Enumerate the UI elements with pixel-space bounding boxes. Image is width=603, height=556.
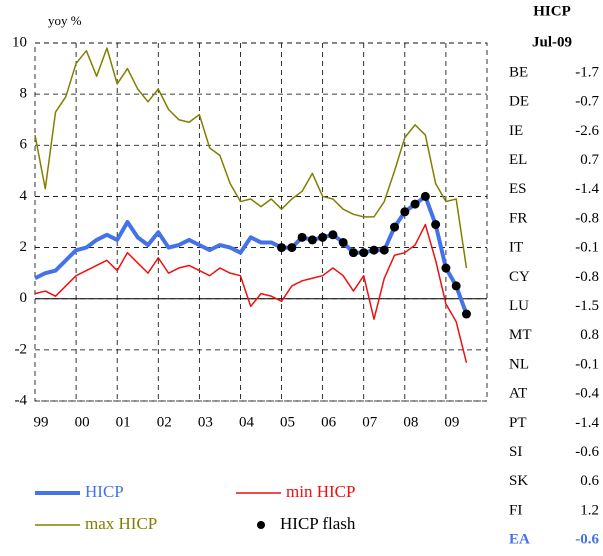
flash-dot [379,245,389,255]
flash-dot [420,191,430,201]
table-value: 0.6 [580,473,599,489]
x-tick-label: 03 [198,414,213,430]
y-tick-label: 6 [20,137,28,153]
y-tick-label: -4 [15,392,28,408]
table-value: -0.6 [575,532,599,548]
legend-marker [257,521,265,529]
flash-dot [307,235,317,245]
table-value: -0.7 [575,94,599,110]
y-axis-label: yoy % [48,13,82,28]
legend-label: HICP [85,482,124,501]
flash-dot [390,222,400,232]
flash-dot [410,199,420,209]
table-value: -0.1 [575,240,599,256]
x-tick-label: 08 [403,414,418,430]
flash-dot [287,243,297,253]
x-tick-label: 02 [157,414,172,430]
table-value: -1.4 [575,181,599,197]
table-country: IE [509,123,523,139]
x-tick-label: 07 [362,414,378,430]
table-country: DE [509,94,529,110]
flash-dot [400,207,410,217]
flash-dot [318,232,328,242]
table-value: -0.4 [575,386,599,402]
x-tick-label: 05 [280,414,295,430]
y-tick-label: 10 [12,34,27,50]
x-tick-label: 04 [239,414,255,430]
table-value: 0.8 [580,327,599,343]
table-country: IT [509,240,523,256]
flash-dot [338,237,348,247]
flash-dot [369,245,379,255]
table-country: PT [509,415,527,431]
flash-dot [359,248,369,258]
legend-label: min HICP [286,482,355,501]
table-country: SK [509,473,528,489]
table-country: AT [509,386,527,402]
table-country: NL [509,356,529,372]
y-tick-label: 2 [20,239,28,255]
x-tick-label: 09 [444,414,459,430]
series-line [34,47,468,269]
legend-label: max HICP [85,514,157,533]
table-country: LU [509,298,529,314]
flash-dot [431,220,441,230]
x-tick-label: 00 [75,414,90,430]
flash-dot [297,232,307,242]
table-country: SI [509,444,522,460]
table-value: -1.7 [575,64,599,80]
flash-dot [461,309,471,319]
x-tick-label: 99 [34,414,49,430]
y-tick-label: 8 [20,86,28,102]
flash-dot [348,248,358,258]
table-country: CY [509,269,530,285]
plot-area [34,42,488,402]
x-tick-label: 06 [321,414,337,430]
y-tick-label: 0 [20,290,28,306]
table-value: -2.6 [575,123,599,139]
table-value: -1.4 [575,415,599,431]
table-value: -1.5 [575,298,599,314]
legend-label: HICP flash [280,514,356,533]
table-country: MT [509,327,532,343]
table-country: EL [509,152,527,168]
table-value: -0.8 [575,210,599,226]
table-value: -0.6 [575,444,599,460]
table-country: EA [509,532,530,548]
table-subtitle: Jul-09 [532,34,572,50]
table-title: HICP [533,3,571,19]
table-value: -0.1 [575,356,599,372]
y-tick-label: -2 [15,341,28,357]
flash-dot [451,281,461,291]
table-value: -0.8 [575,269,599,285]
table-value: 1.2 [580,502,599,518]
flash-dot [328,230,338,240]
y-tick-label: 4 [20,188,28,204]
table-country: ES [509,181,527,197]
table-country: FR [509,210,527,226]
table-country: BE [509,64,528,80]
x-tick-label: 01 [116,414,131,430]
flash-dot [277,243,287,253]
series-line [34,223,468,363]
table-value: 0.7 [580,152,599,168]
flash-dot [441,263,451,273]
table-country: FI [509,502,522,518]
